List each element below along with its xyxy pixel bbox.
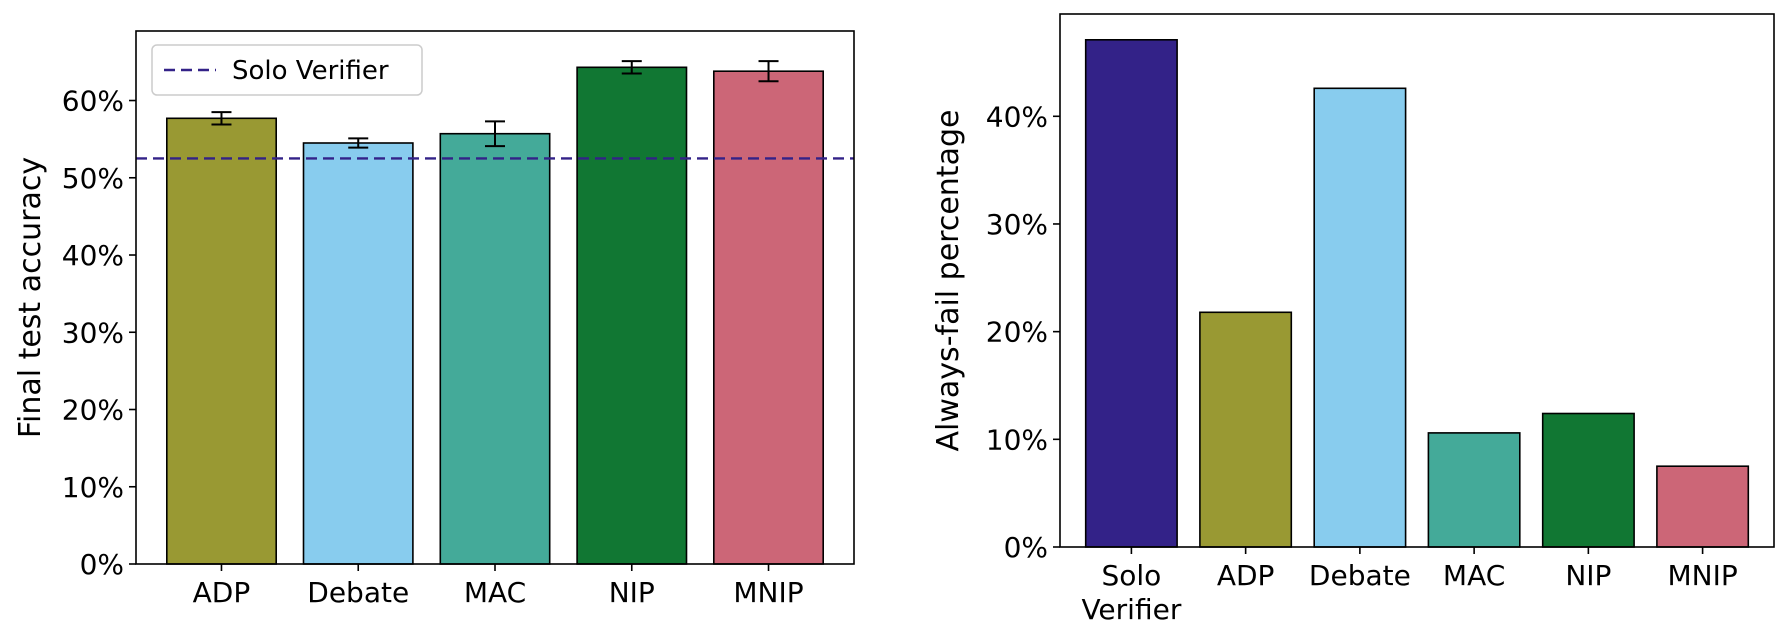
- x-tick-label-line: Solo: [1101, 559, 1161, 592]
- x-tick-label: MAC: [1443, 559, 1505, 592]
- y-axis-label: Always-fail percentage: [931, 110, 966, 452]
- bar-adp: [1199, 311, 1293, 548]
- legend-label: Solo Verifier: [232, 56, 389, 86]
- x-tick-label: Debate: [307, 576, 409, 609]
- x-tick-label: MNIP: [1667, 559, 1737, 592]
- x-tick-label-line: ADP: [1217, 559, 1275, 592]
- y-tick-label: 0%: [1004, 531, 1048, 564]
- x-tick-label: MAC: [464, 576, 526, 609]
- x-tick-label: Debate: [1309, 559, 1411, 592]
- bar-mnip: [712, 70, 824, 565]
- x-tick-label-line: NIP: [1565, 559, 1611, 592]
- bar-mac: [1427, 432, 1521, 548]
- accuracy-chart: 0% 10% 20% 30% 40% 50% 60% ADP Debate MAC NIP MNIP F…: [13, 30, 855, 609]
- x-tick-label: Solo Verifier: [1081, 559, 1181, 626]
- y-tick-label: 20%: [986, 316, 1048, 349]
- x-tick-label: NIP: [609, 576, 655, 609]
- y-tick-label: 20%: [62, 394, 124, 427]
- y-tick-label: 0%: [80, 548, 124, 581]
- y-tick-label: 30%: [62, 316, 124, 349]
- y-tick-label: 10%: [986, 423, 1048, 456]
- x-tick-label: MNIP: [733, 576, 803, 609]
- x-tick-label: ADP: [193, 576, 251, 609]
- bar-mac: [439, 132, 551, 565]
- x-tick-label: ADP: [1217, 559, 1275, 592]
- bar-debate: [1313, 87, 1407, 548]
- error-bar: [621, 60, 642, 75]
- x-tick-label-line: MNIP: [1667, 559, 1737, 592]
- bar-solo-verifier: [1084, 38, 1178, 548]
- y-tick-label: 50%: [62, 162, 124, 195]
- bar-adp: [166, 117, 278, 565]
- bar-debate: [302, 142, 414, 565]
- y-axis-label: Final test accuracy: [13, 157, 48, 438]
- error-bar: [758, 60, 779, 83]
- legend: Solo Verifier: [151, 44, 423, 96]
- x-tick-label-line: MAC: [1443, 559, 1505, 592]
- axes-frame: [1059, 13, 1775, 548]
- always-fail-chart: 0% 10% 20% 30% 40% Solo Verifier ADP Debate MAC NI…: [931, 13, 1775, 626]
- error-bar: [485, 120, 505, 148]
- bar-nip: [576, 66, 688, 565]
- x-tick-label-line: Verifier: [1081, 593, 1181, 626]
- y-tick-label: 10%: [62, 471, 124, 504]
- y-tick-label: 40%: [986, 100, 1048, 133]
- legend-box: [151, 44, 423, 96]
- error-bar: [211, 111, 232, 126]
- bar-mnip: [1656, 465, 1750, 548]
- y-tick-label: 60%: [62, 85, 124, 118]
- y-tick-label: 30%: [986, 208, 1048, 241]
- x-tick-label: NIP: [1565, 559, 1611, 592]
- error-bar: [348, 137, 369, 149]
- x-tick-label-line: Debate: [1309, 559, 1411, 592]
- y-tick-label: 40%: [62, 239, 124, 272]
- bar-nip: [1541, 412, 1635, 548]
